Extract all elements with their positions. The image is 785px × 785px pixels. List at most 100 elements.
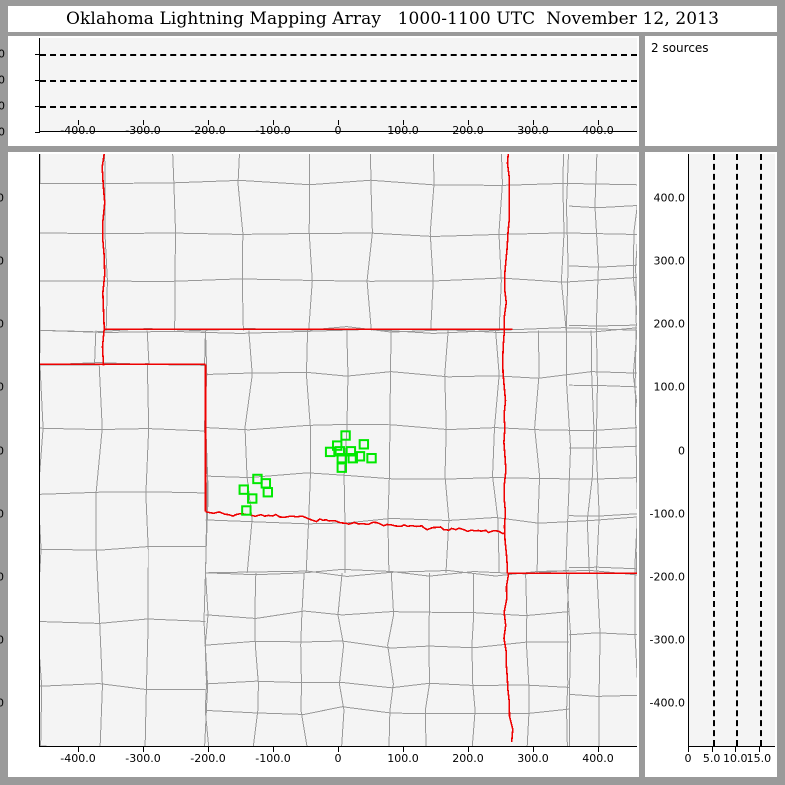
lightning-source-marker: [332, 440, 343, 451]
map-y-tick-label: -200.0: [0, 570, 4, 584]
top-x-tick-mark: [78, 120, 79, 125]
right-y-tick-label: 100.0: [653, 380, 686, 394]
lightning-source-marker: [262, 487, 274, 498]
right-y-tick-label: -200.0: [649, 570, 685, 584]
right-x-tick-label: 0: [684, 752, 692, 765]
right-x-tick-mark: [711, 747, 713, 752]
map-y-tick-mark: [39, 451, 40, 452]
map-y-tick-mark: [39, 387, 40, 388]
right-y-tick-mark: [688, 514, 689, 515]
top-y-tick-mark: [35, 105, 40, 107]
map-y-tick-label: 400.0: [0, 191, 4, 205]
title-bar: Oklahoma Lightning Mapping Array 1000-11…: [8, 6, 777, 32]
lightning-source-marker: [340, 430, 351, 441]
map-x-tick-mark: [273, 747, 274, 752]
right-x-tick-label: 10.0: [722, 752, 748, 765]
map-x-tick-label: -300.0: [125, 752, 161, 765]
right-x-tick-label: 15.0: [746, 752, 772, 765]
top-plot-area[interactable]: [35, 38, 637, 133]
map-x-tick-label: 200.0: [452, 752, 484, 765]
right-x-tick-label: 5.0: [702, 752, 721, 765]
map-x-tick-mark: [338, 747, 339, 752]
lightning-source-marker: [238, 484, 249, 495]
right-y-tick-mark: [688, 703, 689, 704]
top-x-tick-label: 200.0: [452, 124, 484, 137]
lightning-source-marker: [334, 446, 345, 457]
top-gridline: [40, 105, 637, 108]
map-x-tick-label: 300.0: [517, 752, 549, 765]
altitude-vs-north-south-panel: 0 5.0 10.0 15.0 -400.0 -300.0 -200.0 -100.0 0 10…: [645, 152, 777, 777]
right-y-tick-mark: [688, 324, 689, 325]
right-plot-area[interactable]: [688, 154, 775, 747]
top-x-tick-mark: [468, 120, 469, 125]
altitude-vs-east-west-panel: -400.0 -300.0 -200.0 -100.0 0 100.0 200.0 300.0…: [0, 36, 639, 146]
top-x-tick-mark: [208, 120, 209, 125]
top-x-tick-mark: [143, 120, 144, 125]
right-y-tick-mark: [688, 387, 689, 388]
map-geography: [40, 154, 637, 746]
lightning-source-marker: [241, 505, 252, 516]
top-x-tick-mark: [533, 120, 534, 125]
map-x-tick-label: 100.0: [387, 752, 419, 765]
right-y-tick-label: 200.0: [653, 317, 686, 331]
map-y-tick-mark: [39, 640, 40, 641]
top-x-tick-label: -400.0: [60, 124, 96, 137]
map-y-tick-label: -100.0: [0, 507, 4, 521]
right-x-tick-mark: [758, 747, 760, 752]
right-x-axis: 0 5.0 10.0 15.0: [684, 747, 775, 765]
right-x-tick-mark: [688, 747, 689, 752]
map-x-tick-label: -100.0: [255, 752, 291, 765]
map-y-tick-mark: [39, 703, 40, 704]
right-y-tick-label: 0: [678, 444, 685, 457]
right-y-tick-label: -100.0: [649, 507, 685, 521]
lightning-source-marker: [347, 452, 358, 464]
map-y-tick-label: 200.0: [0, 317, 4, 331]
lightning-source-marker: [366, 452, 377, 464]
map-y-tick-mark: [39, 514, 40, 515]
top-y-tick-label: 15.0: [0, 47, 5, 61]
map-x-tick-mark: [403, 747, 404, 752]
right-y-tick-mark: [688, 640, 689, 641]
top-y-tick-label: 0: [0, 125, 5, 139]
top-gridline: [40, 53, 637, 56]
map-panel: -400.0 -300.0 -200.0 -100.0 0 100.0 200.0 300.0…: [0, 152, 639, 777]
top-y-tick-mark: [35, 79, 40, 81]
map-y-tick-mark: [39, 324, 40, 325]
lightning-source-marker: [358, 439, 370, 450]
top-x-tick-label: -200.0: [190, 124, 226, 137]
map-y-tick-label: 100.0: [0, 380, 4, 394]
top-x-tick-label: 0: [334, 124, 342, 137]
top-y-tick-label: 5.0: [0, 99, 5, 113]
map-x-tick-label: -200.0: [190, 752, 226, 765]
map-x-tick-mark: [143, 747, 144, 752]
map-x-tick-mark: [468, 747, 469, 752]
right-y-tick-mark: [688, 577, 689, 578]
right-x-tick-mark: [735, 747, 737, 752]
map-x-axis: -400.0 -300.0 -200.0 -100.0 0 100.0 200.0 300.0…: [39, 747, 637, 765]
map-plot-area[interactable]: [39, 154, 637, 747]
right-y-tick-mark: [688, 261, 689, 262]
lightning-source-marker: [336, 452, 347, 464]
map-x-tick-mark: [208, 747, 209, 752]
top-y-tick-mark: [35, 53, 40, 55]
top-x-tick-label: 400.0: [582, 124, 614, 137]
lightning-source-marker: [336, 462, 347, 473]
map-y-tick-label: -400.0: [0, 696, 4, 710]
top-x-tick-mark: [403, 120, 404, 125]
top-x-tick-label: -100.0: [255, 124, 291, 137]
map-y-tick-mark: [39, 577, 40, 578]
source-count-label: 2 sources: [651, 41, 709, 55]
right-y-tick-mark: [688, 451, 689, 452]
source-count-panel: 2 sources: [645, 36, 777, 146]
top-x-tick-mark: [273, 120, 274, 125]
top-x-tick-label: 100.0: [387, 124, 419, 137]
top-y-tick-label: 10.0: [0, 73, 5, 87]
map-x-tick-label: 400.0: [582, 752, 614, 765]
lightning-source-marker: [354, 451, 366, 462]
map-y-tick-label: 300.0: [0, 254, 4, 268]
top-gridline: [40, 79, 637, 82]
lightning-source-markers: [238, 430, 377, 516]
top-x-tick-mark: [338, 120, 339, 125]
lightning-source-marker: [260, 478, 272, 489]
